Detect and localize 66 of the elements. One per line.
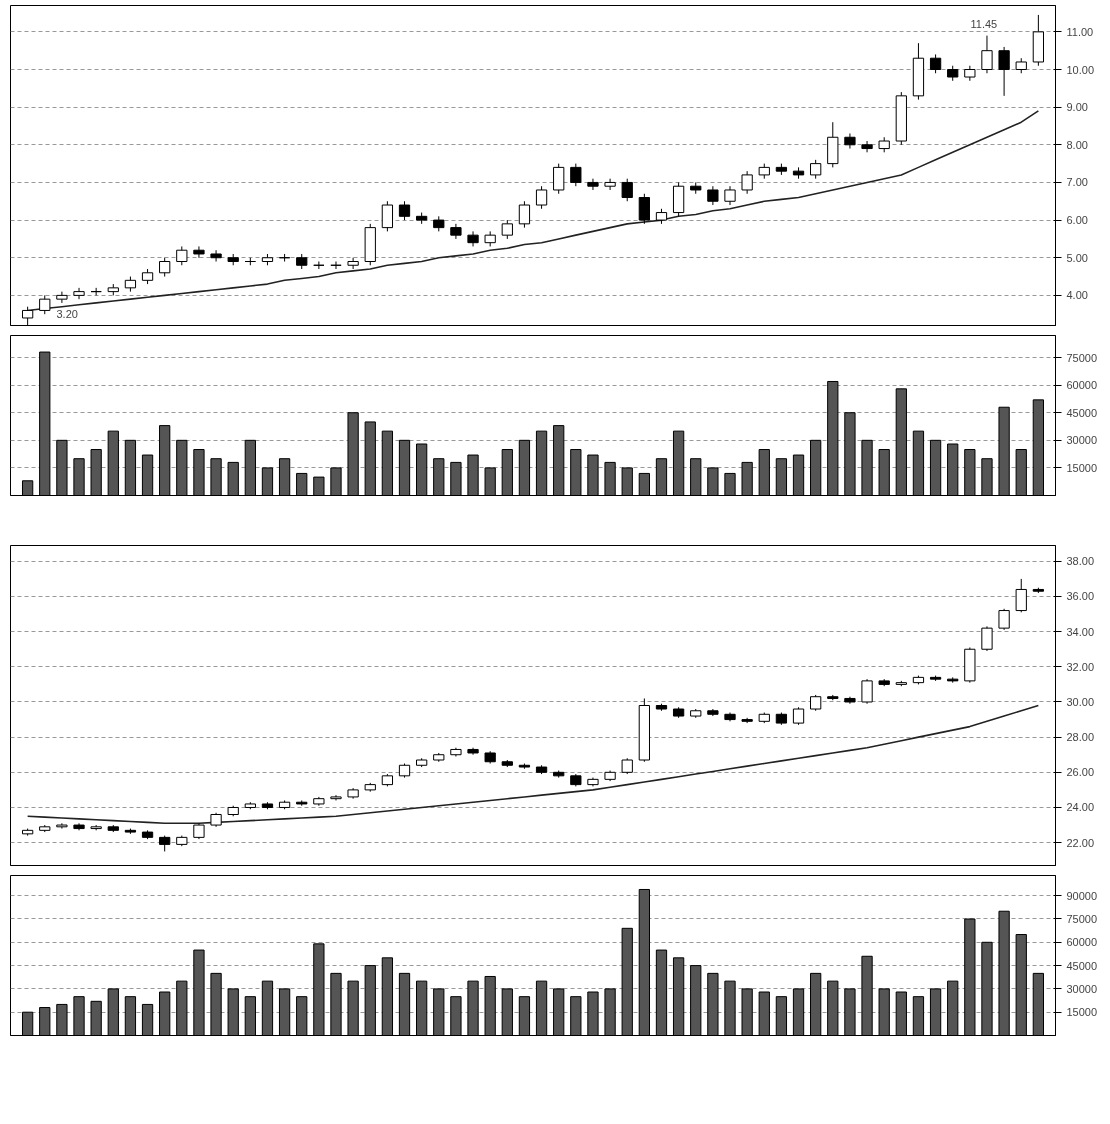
y-tick-label: 15000 bbox=[1066, 1006, 1098, 1019]
y-tick-label: 28.00 bbox=[1066, 731, 1095, 744]
y-tick-label: 11.00 bbox=[1066, 25, 1094, 38]
y-tick-label: 10.00 bbox=[1066, 63, 1095, 76]
candlestick bbox=[741, 170, 753, 195]
candlestick bbox=[861, 140, 873, 153]
candlestick bbox=[810, 159, 822, 180]
y-tick-label: 36.00 bbox=[1066, 590, 1095, 603]
annotation: 3.20 bbox=[56, 307, 78, 320]
candlestick bbox=[56, 822, 68, 830]
candlestick bbox=[1015, 578, 1027, 613]
y-tick-label: 75000 bbox=[1066, 351, 1098, 364]
candlestick bbox=[638, 193, 650, 225]
candlestick bbox=[210, 249, 222, 262]
y-tick-label: 30.00 bbox=[1066, 695, 1095, 708]
candlestick bbox=[724, 185, 736, 206]
candlestick bbox=[193, 245, 205, 259]
y-tick-label: 15000 bbox=[1066, 461, 1098, 474]
y-tick-label: 38.00 bbox=[1066, 555, 1095, 568]
y-tick-label: 7.00 bbox=[1066, 176, 1088, 189]
candlestick bbox=[347, 257, 359, 270]
candlestick bbox=[553, 163, 565, 195]
y-tick-label: 75000 bbox=[1066, 913, 1098, 925]
candlestick bbox=[587, 178, 599, 191]
y-tick-label: 9.00 bbox=[1066, 101, 1088, 114]
candlestick bbox=[313, 261, 325, 270]
y-tick-label: 45000 bbox=[1066, 959, 1098, 972]
candlestick bbox=[73, 287, 85, 300]
candlestick bbox=[570, 163, 582, 187]
candlestick bbox=[844, 133, 856, 150]
candlestick bbox=[535, 185, 548, 210]
candlestick bbox=[998, 46, 1010, 97]
y-tick-label: 45000 bbox=[1066, 406, 1098, 419]
y-tick-label: 30000 bbox=[1066, 982, 1098, 995]
candlestick bbox=[707, 185, 719, 206]
annotation: 11.45 bbox=[970, 17, 998, 30]
y-tick-label: 22.00 bbox=[1066, 836, 1095, 849]
y-tick-label: 32.00 bbox=[1066, 660, 1095, 673]
candlestick bbox=[981, 35, 993, 74]
candlestick bbox=[861, 678, 873, 705]
candlestick bbox=[159, 257, 171, 278]
candlestick bbox=[929, 53, 942, 74]
candlestick bbox=[518, 200, 531, 229]
y-tick-label: 4.00 bbox=[1066, 289, 1088, 302]
y-tick-label: 5.00 bbox=[1066, 251, 1088, 264]
y-tick-label: 26.00 bbox=[1066, 766, 1095, 779]
candlestick bbox=[56, 291, 68, 304]
candlestick bbox=[330, 261, 342, 270]
candlestick bbox=[501, 219, 513, 240]
candlestick bbox=[398, 200, 411, 221]
candlestick bbox=[604, 178, 616, 191]
y-tick-label: 60000 bbox=[1066, 936, 1098, 949]
candlestick bbox=[981, 625, 993, 652]
y-tick-label: 90000 bbox=[1066, 889, 1098, 902]
line-series bbox=[26, 704, 1040, 825]
candlestick bbox=[381, 200, 394, 232]
candlestick bbox=[998, 608, 1010, 631]
y-tick-label: 30000 bbox=[1066, 434, 1098, 447]
y-tick-label: 60000 bbox=[1066, 379, 1098, 392]
y-tick-label: 8.00 bbox=[1066, 138, 1088, 151]
y-tick-label: 24.00 bbox=[1066, 801, 1095, 814]
candlestick bbox=[39, 294, 51, 315]
candlestick bbox=[621, 178, 633, 202]
candlestick bbox=[176, 245, 188, 266]
y-tick-label: 6.00 bbox=[1066, 214, 1088, 227]
y-tick-label: 34.00 bbox=[1066, 625, 1095, 638]
